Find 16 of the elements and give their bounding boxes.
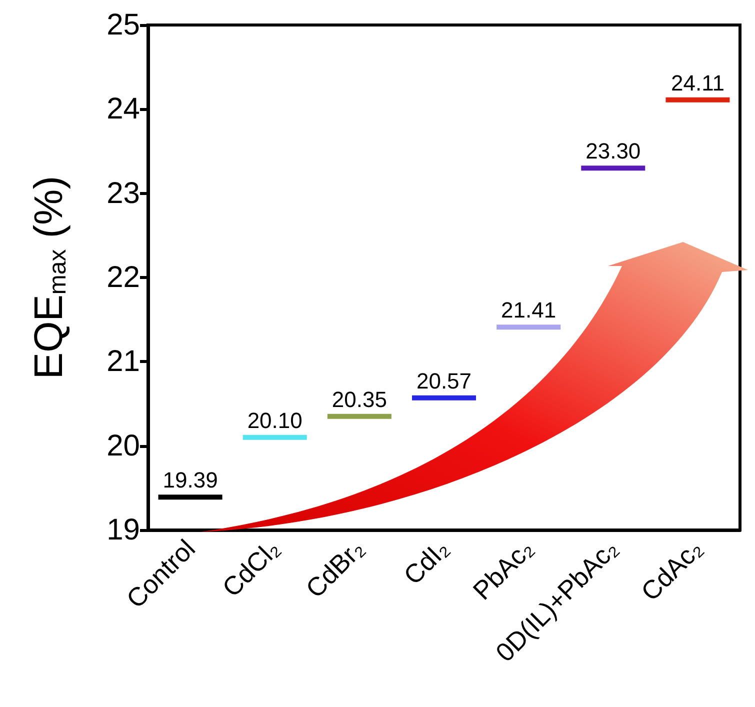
y-tick-label: 21 [106,345,140,378]
text: 20.57 [416,368,472,394]
text: 20.35 [332,386,387,412]
y-tick-label: 24 [106,92,140,126]
y-tick-label: 19 [106,514,140,546]
text: 23.30 [586,138,641,164]
x-tick-label: CdI₂ [398,533,455,590]
y-tick-label: 20 [106,429,140,462]
text: 20.10 [247,408,302,433]
text: 21.41 [501,298,556,323]
text: 24.11 [671,70,724,96]
y-tick-label: 25 [106,8,140,42]
y-axis-title: EQEmax (%) [27,176,72,380]
y-tick-label: 23 [106,176,140,210]
text: 19.39 [162,468,218,493]
y-tick-label: 22 [106,261,140,294]
